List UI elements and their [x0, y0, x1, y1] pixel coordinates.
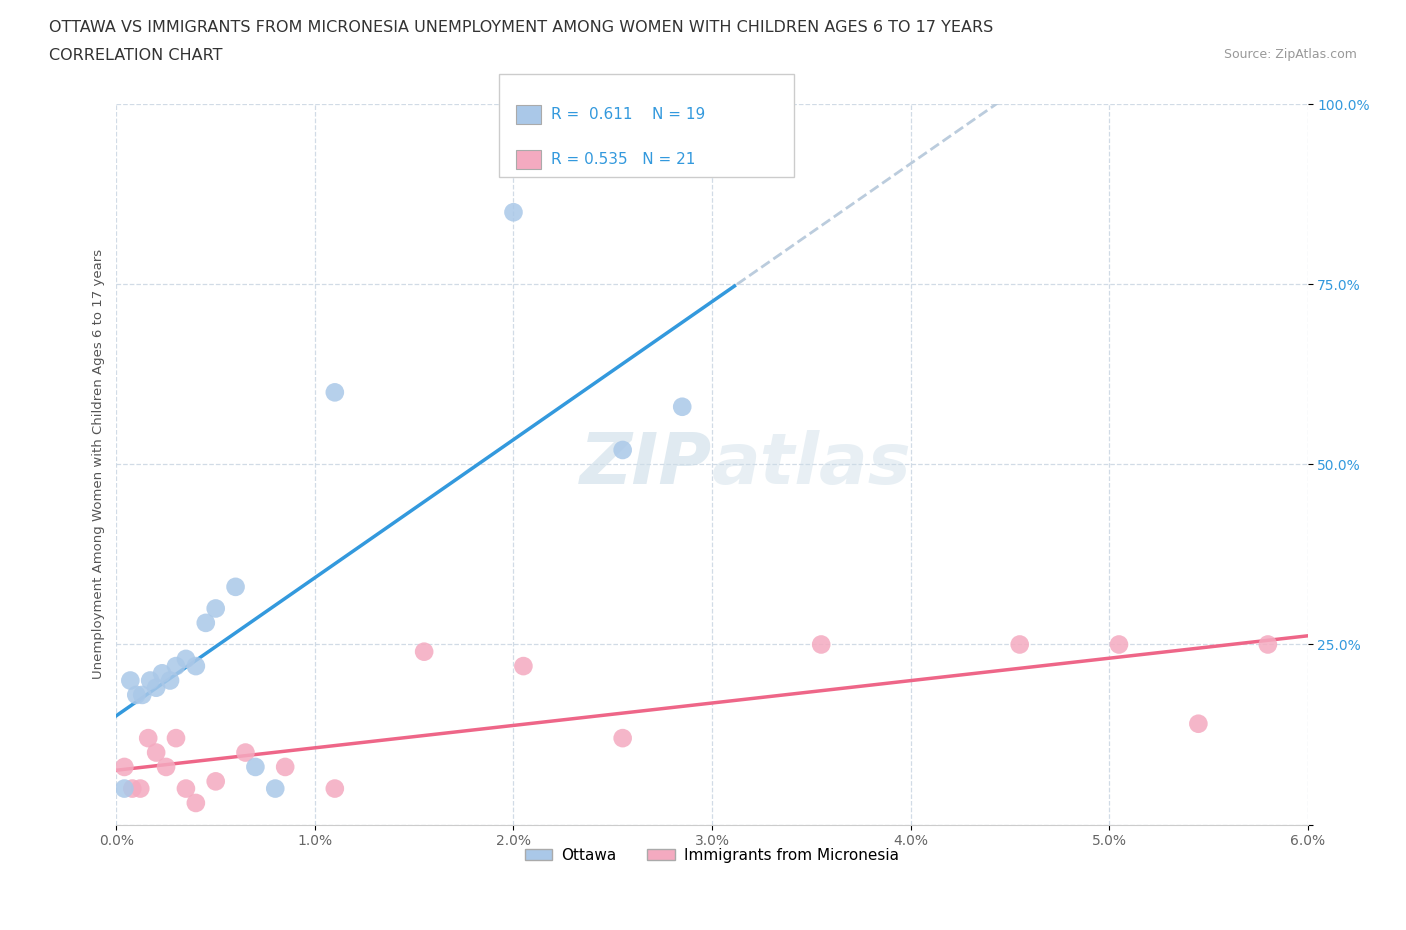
- Point: [225, 579, 247, 594]
- Text: atlas: atlas: [711, 430, 911, 498]
- Point: [413, 644, 436, 659]
- Point: [112, 760, 135, 775]
- Y-axis label: Unemployment Among Women with Children Ages 6 to 17 years: Unemployment Among Women with Children A…: [93, 249, 105, 680]
- Point: [323, 781, 346, 796]
- Point: [136, 731, 159, 746]
- Point: [245, 760, 267, 775]
- Point: [810, 637, 832, 652]
- Point: [1187, 716, 1209, 731]
- Point: [139, 673, 162, 688]
- Point: [184, 658, 207, 673]
- Point: [194, 616, 217, 631]
- Point: [1008, 637, 1031, 652]
- Text: OTTAWA VS IMMIGRANTS FROM MICRONESIA UNEMPLOYMENT AMONG WOMEN WITH CHILDREN AGES: OTTAWA VS IMMIGRANTS FROM MICRONESIA UNE…: [49, 20, 994, 35]
- Point: [120, 673, 142, 688]
- Point: [129, 781, 152, 796]
- Point: [323, 385, 346, 400]
- Point: [274, 760, 297, 775]
- Text: CORRELATION CHART: CORRELATION CHART: [49, 48, 222, 63]
- Point: [145, 745, 167, 760]
- Point: [502, 205, 524, 219]
- Point: [145, 680, 167, 695]
- Point: [155, 760, 177, 775]
- Point: [671, 399, 693, 414]
- Point: [150, 666, 173, 681]
- Point: [131, 687, 153, 702]
- Point: [512, 658, 534, 673]
- Point: [1257, 637, 1279, 652]
- Point: [121, 781, 143, 796]
- Point: [235, 745, 257, 760]
- Point: [204, 774, 226, 789]
- Point: [612, 443, 634, 458]
- Point: [174, 781, 197, 796]
- Point: [1108, 637, 1130, 652]
- Text: Source: ZipAtlas.com: Source: ZipAtlas.com: [1223, 48, 1357, 61]
- Point: [184, 795, 207, 810]
- Point: [612, 731, 634, 746]
- Point: [174, 651, 197, 666]
- Text: R = 0.535   N = 21: R = 0.535 N = 21: [551, 152, 696, 166]
- Text: ZIP: ZIP: [579, 430, 711, 498]
- Point: [264, 781, 287, 796]
- Point: [204, 601, 226, 616]
- Point: [165, 731, 187, 746]
- Text: R =  0.611    N = 19: R = 0.611 N = 19: [551, 107, 706, 122]
- Point: [125, 687, 148, 702]
- Point: [112, 781, 135, 796]
- Legend: Ottawa, Immigrants from Micronesia: Ottawa, Immigrants from Micronesia: [519, 842, 905, 869]
- Point: [165, 658, 187, 673]
- Point: [159, 673, 181, 688]
